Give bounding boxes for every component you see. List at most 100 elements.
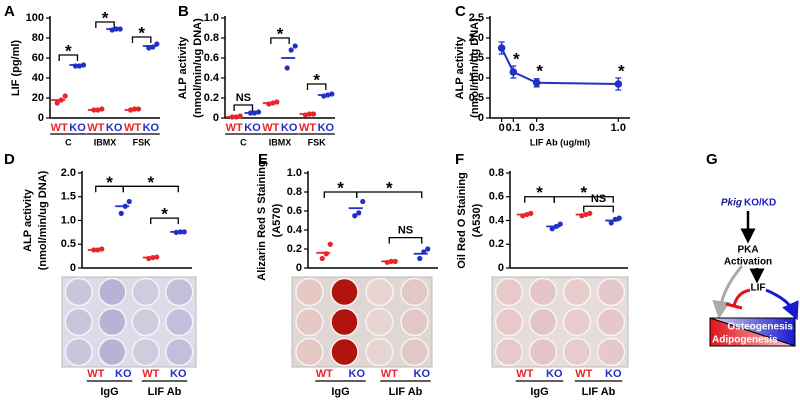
group-label: LIF Ab [148,386,182,398]
significance-bracket [270,37,290,44]
dot [135,106,142,112]
y-tick-label: 0 [498,262,504,274]
dot [80,62,87,68]
y-tick-label: 2.0 [61,167,76,179]
x-tick-label: 0 [499,122,505,134]
y-axis-label: (A530) [471,203,483,237]
y-tick-label: 0 [478,112,484,124]
significance-bracket [95,21,115,28]
well [295,337,324,367]
panel-letter: G [706,151,718,168]
well [562,337,592,367]
y-tick-label: 1.5 [61,191,76,203]
y-axis-label: LIF (pg/ml) [10,40,22,97]
y-tick-label: 0.6 [489,191,504,203]
significance-label: NS [398,225,413,237]
x-tick-label: KO [244,122,261,134]
well [165,337,194,367]
well [64,277,93,307]
y-tick-label: 0.8 [489,167,504,179]
y-tick-label: 0.4 [204,72,220,84]
group-label: FSK [308,137,327,147]
dot [122,203,128,209]
y-tick-label: 60 [32,52,44,64]
x-tick-label: KO [414,368,431,380]
dot [579,213,585,219]
dot [319,255,325,262]
point [614,80,623,88]
significance-label: * [277,24,284,43]
well [562,307,592,337]
x-tick-label: WT [226,122,243,134]
y-axis-label: ALP activity [22,188,34,252]
y-axis-label: (nmol/min/ug DNA) [37,170,49,270]
y-tick-label: 2.5 [469,12,484,24]
x-tick-label: WT [87,368,104,380]
point [509,68,518,76]
group-label: C [65,137,72,147]
significance-bracket [553,196,614,203]
significance-bracket [122,185,179,193]
dot [233,114,239,120]
significance-bracket [583,205,614,213]
y-axis-label: (nmol/min/ug DNA) [192,18,204,118]
x-tick-label: KO [318,122,335,134]
dot [62,93,68,99]
well [400,337,429,367]
x-tick-label: KO [106,122,123,134]
dot [329,91,335,97]
y-tick-label: 0.4 [489,214,505,226]
well [131,307,160,337]
x-tick-label: WT [142,368,159,380]
significance-label: * [138,23,145,42]
y-tick-label: 0.5 [469,92,484,104]
well [131,277,160,307]
y-tick-label: 40 [32,72,44,84]
y-tick-label: 0 [70,262,76,274]
y-tick-label: 0 [296,262,302,274]
dot [325,92,331,98]
x-tick-label: KO [170,368,187,380]
well [528,337,558,367]
significance-bracket [58,54,79,61]
group-label: C [240,137,247,147]
x-tick-label: KO [605,368,622,380]
dot [91,247,97,253]
y-tick-label: 0.8 [287,186,302,198]
group-label: IgG [331,386,349,398]
dot [154,254,160,260]
significance-label: * [161,205,168,224]
dot [292,43,298,49]
dot [237,113,243,119]
well [494,277,524,307]
well [528,307,558,337]
chart: F 0 0.2 0.4 0.6 0.8 Oil Red O Staining (A530) WT… [455,151,629,398]
significance-label: * [337,178,344,197]
dot [612,216,618,222]
significance-label: * [536,183,543,202]
well [295,307,324,337]
dot [553,223,559,230]
dot [251,110,258,116]
dot [146,255,152,262]
dot [54,100,60,106]
point [497,44,506,52]
dot [306,111,313,117]
dot [388,258,394,264]
dot [229,114,235,120]
x-tick-label: WT [299,122,316,134]
well [400,307,429,337]
dot [127,107,134,113]
dot [58,97,64,103]
x-tick-label: KO [546,368,563,380]
dot [150,254,156,261]
significance-label: * [386,178,393,197]
node-text: LIF [751,283,766,294]
x-tick-label: WT [262,122,279,134]
panel-letter: D [4,151,15,168]
dot [150,44,156,50]
node-text: Activation [724,257,772,268]
significance-label: * [102,8,109,27]
well [98,277,127,307]
